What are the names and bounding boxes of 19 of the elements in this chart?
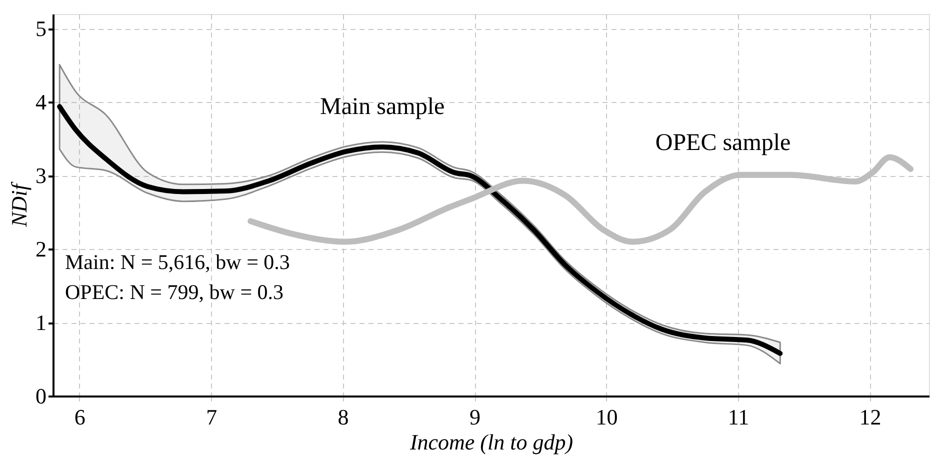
x-tick-label: 8 <box>338 404 349 430</box>
x-tick-label: 7 <box>206 404 218 430</box>
y-axis-title: NDif <box>6 181 32 228</box>
series-label: Main sample <box>320 94 445 120</box>
x-tick-label: 12 <box>859 404 882 430</box>
annotation: OPEC: N = 799, bw = 0.3 <box>65 280 284 304</box>
series-label: OPEC sample <box>655 130 791 156</box>
y-tick-label: 3 <box>36 163 46 188</box>
x-tick-label: 10 <box>596 404 618 430</box>
x-tick-label: 9 <box>470 404 481 430</box>
y-tick-label: 0 <box>36 384 46 408</box>
y-tick-label: 4 <box>36 90 46 115</box>
y-tick-label: 1 <box>36 310 46 336</box>
x-axis-title: Income (ln to gdp) <box>408 430 574 454</box>
annotation: Main: N = 5,616, bw = 0.3 <box>65 250 290 274</box>
x-tick-label: 6 <box>74 404 86 430</box>
y-tick-label: 5 <box>36 16 46 42</box>
y-tick-label: 2 <box>36 236 46 262</box>
x-tick-label: 11 <box>728 404 750 430</box>
